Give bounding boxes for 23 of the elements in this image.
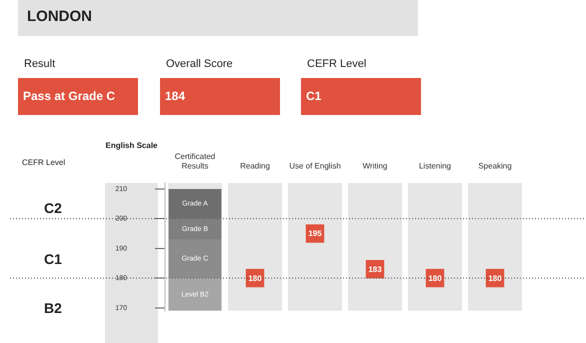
text: C2 (44, 200, 62, 216)
text: C1 (44, 251, 62, 267)
text: C1 (306, 89, 322, 103)
text: LONDON (27, 8, 92, 25)
text: Result (24, 58, 56, 70)
x-tick-label: Certificated Results (174, 152, 216, 170)
text: Pass at Grade C (23, 89, 116, 103)
text: CEFR Level (307, 58, 366, 70)
x-tick-label: Writing (362, 161, 388, 170)
text: 184 (165, 89, 186, 103)
data-label: 195 (308, 229, 322, 238)
y-axis-title: English Scale (105, 141, 158, 151)
data-label: 180 (488, 274, 502, 283)
x-tick-label: Reading (240, 161, 270, 170)
x-tick-label: Speaking (478, 161, 512, 170)
text: CEFR Level (22, 158, 66, 167)
x-tick-label: Use of English (289, 161, 341, 170)
x-tick-label: Listening (418, 161, 452, 170)
data-label: 183 (368, 264, 382, 274)
text: Overall Score (166, 58, 233, 70)
data-label: 180 (428, 274, 442, 283)
text: B2 (44, 300, 62, 316)
data-label: 180 (248, 274, 262, 283)
